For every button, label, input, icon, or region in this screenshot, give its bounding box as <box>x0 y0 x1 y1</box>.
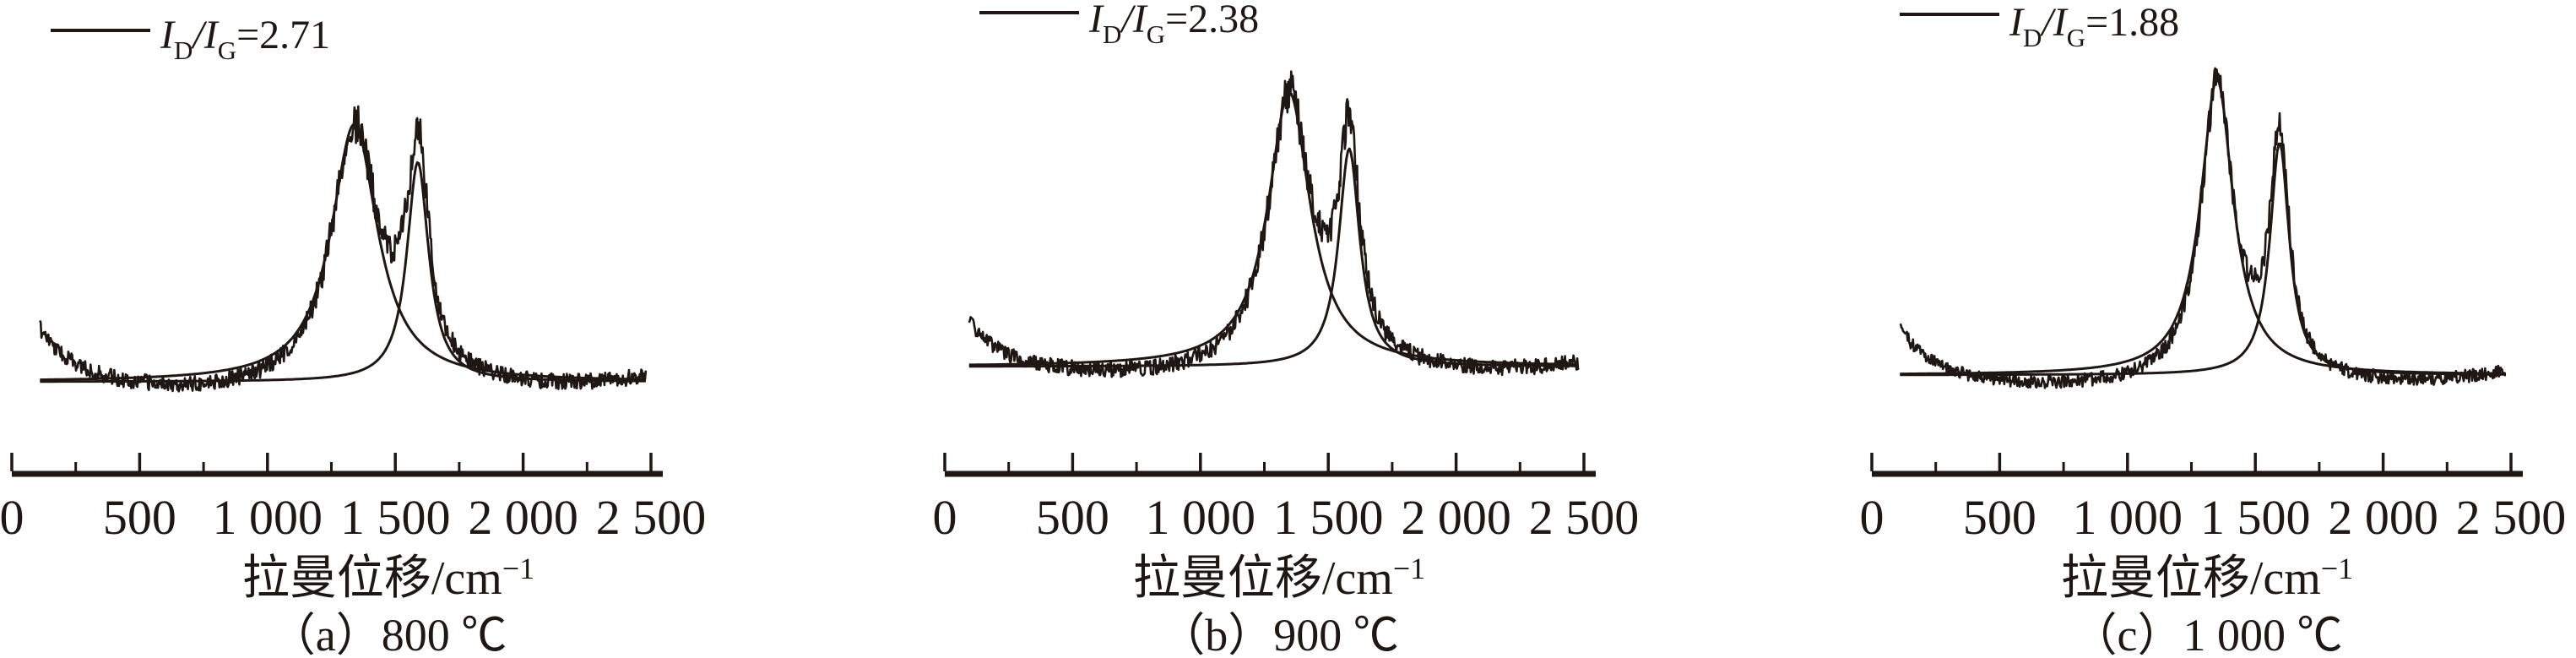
x-axis: 0 500 1 000 1 500 2 000 2 500 <box>1860 453 2567 545</box>
D-band-fit-curve <box>968 90 1579 367</box>
panel-b: ID/IG=2.38 0 500 1 000 1 500 2 000 2 500 拉曼位移… <box>859 0 1717 658</box>
x-tick-label: 1 000 <box>2073 490 2183 545</box>
D-band-fit-curve <box>1900 78 2506 376</box>
G-band-fit-curve <box>40 160 646 383</box>
spectrum-plot <box>968 70 1580 378</box>
panel-caption: （b）900 ℃ <box>1159 610 1399 658</box>
panel-a: ID/IG=2.71 0 500 1 000 1 500 2 000 2 500 拉曼位移… <box>0 0 859 658</box>
spectrum-plot <box>1899 67 2507 389</box>
G-band-fit-curve <box>968 147 1578 368</box>
spectrum-plot <box>39 105 648 393</box>
x-tick-label: 2 500 <box>1529 490 1640 545</box>
x-tick-label: 1 000 <box>213 490 323 545</box>
x-tick-label: 1 500 <box>340 490 451 545</box>
x-tick-label: 2 500 <box>596 490 707 545</box>
x-axis-title: 拉曼位移/cm−1 <box>2061 552 2353 605</box>
panel-caption: （c）1 000 ℃ <box>2072 610 2343 658</box>
legend-label: ID/IG=1.88 <box>2009 0 2179 52</box>
x-tick-label: 2 000 <box>468 490 578 545</box>
x-axis: 0 500 1 000 1 500 2 000 2 500 <box>0 453 706 545</box>
panel-c: ID/IG=1.88 0 500 1 000 1 500 2 000 2 500 拉曼位移… <box>1717 0 2576 658</box>
legend: ID/IG=2.71 <box>51 13 330 65</box>
panel-caption: （a）800 ℃ <box>270 610 507 658</box>
legend-label: ID/IG=2.38 <box>1088 0 1259 49</box>
x-tick-label: 0 <box>0 490 24 545</box>
legend: ID/IG=2.38 <box>979 0 1259 49</box>
x-tick-label: 2 000 <box>2328 490 2438 545</box>
x-tick-label: 1 500 <box>2200 490 2311 545</box>
legend: ID/IG=1.88 <box>1900 0 2179 52</box>
x-axis-title: 拉曼位移/cm−1 <box>242 552 534 605</box>
x-tick-label: 500 <box>1036 490 1109 545</box>
measured-spectrum-curve <box>39 105 648 393</box>
x-tick-label: 0 <box>1860 490 1885 545</box>
x-axis-title: 拉曼位移/cm−1 <box>1133 552 1425 605</box>
x-tick-label: 2 500 <box>2456 490 2567 545</box>
x-tick-label: 500 <box>103 490 176 545</box>
x-tick-label: 2 000 <box>1401 490 1511 545</box>
legend-label: ID/IG=2.71 <box>160 13 330 65</box>
x-tick-label: 1 500 <box>1273 490 1384 545</box>
x-tick-label: 0 <box>933 490 957 545</box>
measured-spectrum-curve <box>968 70 1580 378</box>
x-tick-label: 500 <box>1963 490 2036 545</box>
x-axis: 0 500 1 000 1 500 2 000 2 500 <box>933 453 1640 545</box>
x-tick-label: 1 000 <box>1146 490 1256 545</box>
measured-spectrum-curve <box>1899 67 2507 389</box>
